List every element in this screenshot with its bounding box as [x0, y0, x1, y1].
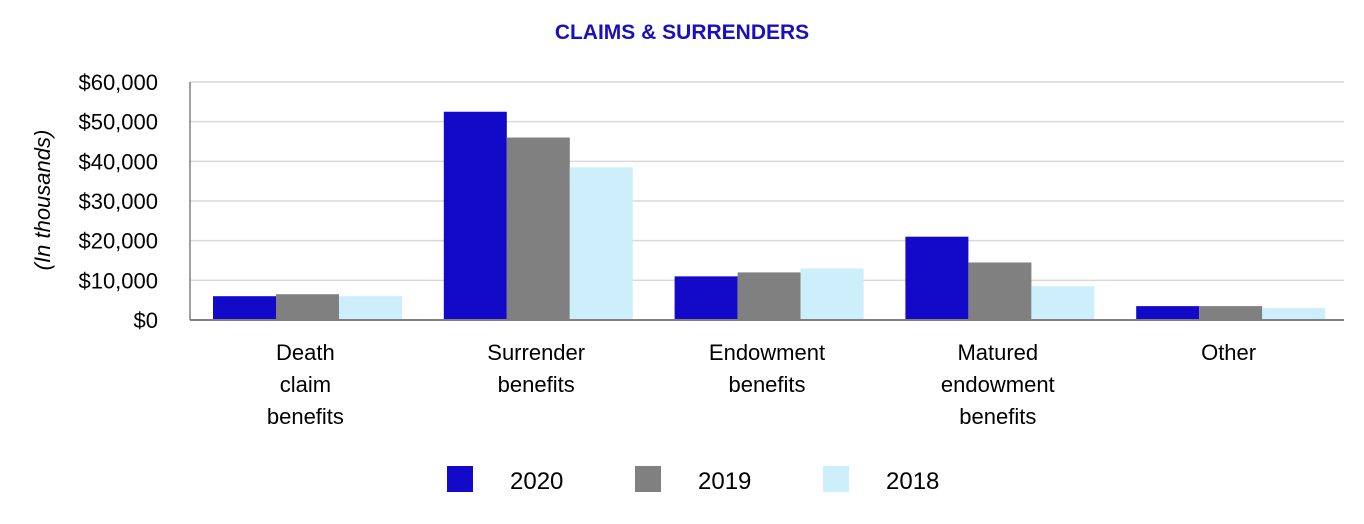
- y-axis-tick-labels: $0 $10,000 $20,000 $30,000 $40,000 $50,000 $60…: [78, 70, 158, 333]
- category-label-line: benefits: [959, 404, 1036, 429]
- category-label-line: benefits: [267, 404, 344, 429]
- legend-label-2019: 2019: [698, 468, 751, 495]
- category-label: Endowment benefits: [709, 340, 825, 397]
- y-tick-label: $60,000: [78, 70, 158, 95]
- legend-label-2020: 2020: [510, 468, 563, 495]
- category-label-line: endowment: [941, 372, 1055, 397]
- grid-lines: [190, 81, 1344, 282]
- bar-2018: [1262, 308, 1326, 320]
- category-label-line: Surrender: [487, 340, 585, 365]
- legend-swatch-2020: [447, 466, 473, 492]
- bar-2019: [276, 294, 339, 320]
- bar-2020: [443, 111, 507, 320]
- bar-2018: [339, 296, 402, 320]
- bar-2019: [506, 137, 570, 320]
- category-label-line: Death: [276, 340, 335, 365]
- bar-2020: [1136, 306, 1200, 320]
- legend-swatch-2019: [635, 466, 661, 492]
- bar-2020: [674, 276, 738, 320]
- bar-2019: [737, 272, 801, 320]
- bar-2019: [1199, 306, 1263, 320]
- category-label: Surrender benefits: [487, 340, 585, 397]
- legend-label-2018: 2018: [886, 468, 939, 495]
- bar-2019: [968, 262, 1032, 320]
- chart-title: CLAIMS & SURRENDERS: [555, 21, 809, 44]
- y-tick-label: $20,000: [78, 229, 158, 254]
- y-tick-label: $0: [134, 308, 158, 333]
- category-label-line: Endowment: [709, 340, 825, 365]
- bars: [213, 111, 1326, 320]
- legend: 2020 2019 2018: [447, 466, 939, 495]
- y-tick-label: $40,000: [78, 149, 158, 174]
- category-label-line: claim: [280, 372, 331, 397]
- category-label: Death claim benefits: [267, 340, 344, 429]
- bar-2020: [213, 296, 276, 320]
- legend-swatch-2018: [823, 466, 849, 492]
- category-label: Matured endowment benefits: [941, 340, 1055, 429]
- category-label-line: Matured: [957, 340, 1038, 365]
- bar-2020: [905, 236, 969, 320]
- category-label-line: Other: [1201, 340, 1256, 365]
- bar-2018: [1031, 286, 1095, 320]
- y-tick-label: $30,000: [78, 189, 158, 214]
- y-tick-label: $10,000: [78, 268, 158, 293]
- category-label: Other: [1201, 340, 1256, 365]
- category-label-line: benefits: [728, 372, 805, 397]
- bar-2018: [800, 268, 864, 320]
- bar-2018: [569, 167, 633, 320]
- y-axis-label: (In thousands): [30, 130, 55, 271]
- y-tick-label: $50,000: [78, 110, 158, 135]
- category-label-line: benefits: [498, 372, 575, 397]
